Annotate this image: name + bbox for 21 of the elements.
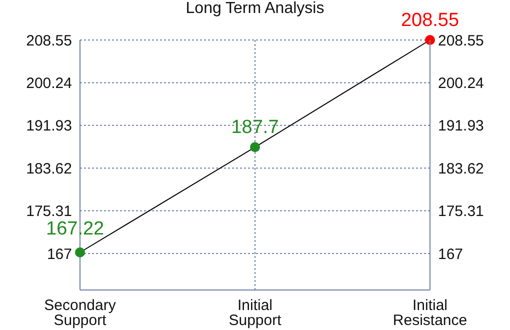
y-tick-label: 167 [46,246,72,263]
y2-tick-label: 167 [438,246,464,263]
x-tick-label: Secondary Support [44,297,116,329]
x-tick-label: Initial Resistance [392,297,468,329]
y-tick-label: 191.93 [26,118,72,135]
y-tick-label: 183.62 [26,160,72,178]
data-label: 208.55 [400,10,460,31]
data-label: 187.7 [231,117,279,138]
chart-title: Long Term Analysis [186,0,324,17]
y2-tick-label: 208.55 [438,32,484,50]
y-tick-label: 208.55 [26,32,72,50]
point [425,35,435,45]
point [250,142,260,152]
point [75,247,85,258]
y2-tick-label: 191.93 [438,118,484,135]
y2-tick-label: 200.24 [438,74,484,92]
x-tick-label: Initial Support [228,297,282,329]
y-tick-label: 175.31 [26,203,72,220]
y2-tick-label: 183.62 [438,160,484,178]
y-tick-label: 200.24 [26,75,72,92]
y2-tick-label: 175.31 [438,203,484,220]
